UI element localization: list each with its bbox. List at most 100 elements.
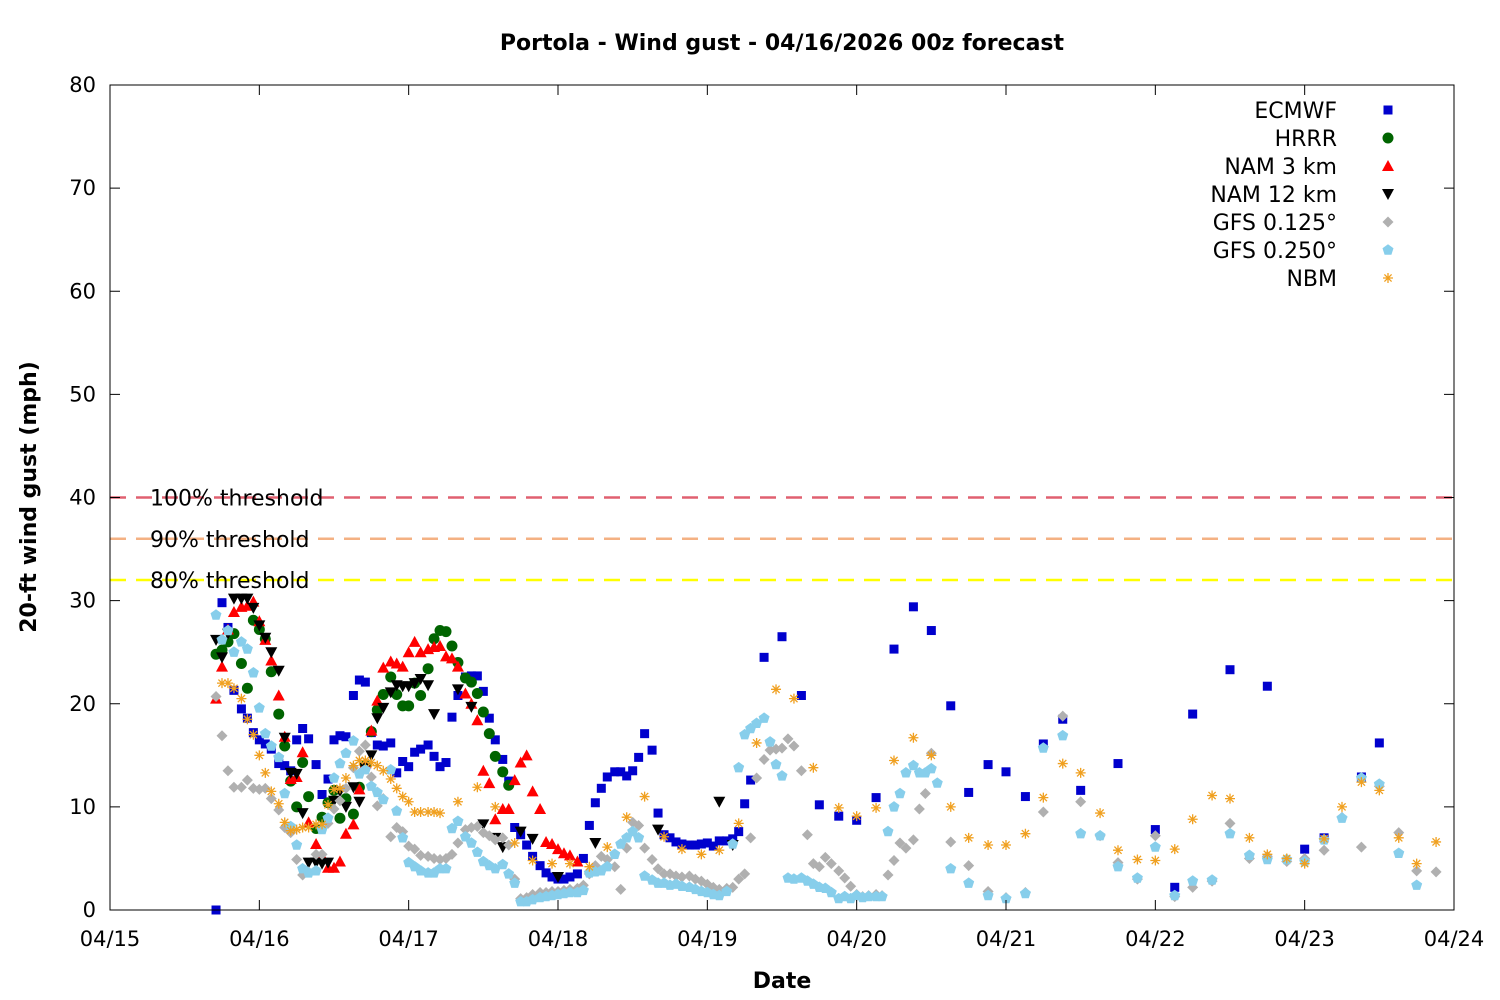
y-tick-label: 80 (69, 73, 96, 97)
point-ecmwf (392, 768, 402, 778)
point-gfs-0-250 (609, 848, 621, 859)
point-gfs-0-125 (658, 868, 670, 880)
point-nam-12-km (296, 808, 309, 820)
legend-marker-gfs-0-125 (1382, 216, 1394, 228)
point-ecmwf (280, 761, 290, 771)
point-nbm (254, 750, 265, 761)
legend-marker-gfs-0-250 (1382, 244, 1394, 255)
point-gfs-0-125 (497, 832, 509, 844)
point-gfs-0-250 (503, 868, 515, 879)
y-tick-label: 40 (69, 486, 96, 510)
point-ecmwf (740, 799, 750, 809)
point-nam-12-km (422, 680, 435, 692)
point-ecmwf (1001, 767, 1011, 777)
point-ecmwf (665, 833, 675, 843)
point-gfs-0-250 (770, 758, 782, 770)
point-ecmwf (578, 853, 588, 863)
point-gfs-0-250 (931, 777, 943, 788)
point-nbm (378, 765, 389, 776)
y-tick-label: 30 (69, 589, 96, 613)
point-gfs-0-250 (471, 846, 483, 857)
point-ecmwf (946, 701, 956, 711)
point-gfs-0-250 (1169, 889, 1181, 901)
legend-marker-hrrr (1382, 132, 1394, 144)
point-gfs-0-250 (676, 880, 688, 891)
point-nbm (788, 693, 799, 704)
point-gfs-0-250 (601, 860, 613, 872)
point-nbm (490, 801, 501, 812)
point-nbm (1393, 832, 1404, 843)
y-tick-label: 50 (69, 382, 96, 406)
point-nbm (833, 802, 844, 813)
point-gfs-0-250 (1019, 887, 1031, 899)
point-gfs-0-125 (1318, 844, 1330, 856)
point-nbm (260, 767, 271, 778)
point-nbm (403, 796, 414, 807)
point-nam-3-km (514, 756, 527, 768)
point-nam-12-km (713, 796, 726, 808)
point-nbm (983, 840, 994, 851)
point-nbm (584, 861, 595, 872)
point-nbm (285, 825, 296, 836)
x-tick-label: 04/16 (229, 927, 290, 951)
point-ecmwf (590, 798, 600, 808)
point-nam-12-km (428, 709, 441, 721)
point-nam-3-km (451, 660, 464, 672)
point-gfs-0-250 (1336, 812, 1348, 823)
point-nam-3-km (477, 764, 490, 776)
point-gfs-0-250 (359, 764, 371, 775)
point-gfs-0-125 (894, 837, 906, 849)
point-nam-3-km (377, 661, 390, 673)
point-ecmwf (559, 874, 569, 884)
point-ecmwf (311, 760, 321, 770)
point-gfs-0-125 (503, 839, 515, 851)
point-gfs-0-250 (259, 727, 271, 739)
point-ecmwf (708, 841, 718, 851)
point-nam-3-km (414, 646, 427, 658)
point-hrrr (347, 808, 359, 820)
x-tick-label: 04/17 (378, 927, 439, 951)
point-ecmwf (217, 598, 227, 608)
point-nam-3-km (520, 749, 533, 761)
point-nam-12-km (278, 732, 291, 744)
legend-marker-ecmwf (1383, 105, 1393, 115)
point-gfs-0-125 (1411, 865, 1423, 877)
point-ecmwf (634, 752, 644, 762)
point-ecmwf (647, 745, 657, 755)
point-nbm (1411, 858, 1422, 869)
point-gfs-0-125 (900, 842, 912, 854)
point-ecmwf (777, 632, 787, 642)
point-nam-12-km (589, 837, 602, 849)
point-gfs-0-250 (721, 885, 733, 897)
point-ecmwf (292, 735, 302, 745)
point-ecmwf (360, 677, 370, 687)
point-nam-12-km (290, 768, 303, 780)
point-gfs-0-250 (776, 770, 788, 781)
point-gfs-0-125 (1224, 817, 1236, 829)
point-nbm (1057, 758, 1068, 769)
point-hrrr (265, 666, 277, 678)
point-hrrr (403, 700, 415, 712)
point-gfs-0-250 (627, 825, 639, 837)
point-nam-12-km (259, 632, 272, 644)
point-ecmwf (622, 771, 632, 781)
point-ecmwf (447, 712, 457, 722)
point-nam-3-km (227, 605, 240, 617)
point-nbm (751, 737, 762, 748)
point-gfs-0-125 (1430, 866, 1442, 878)
point-gfs-0-250 (459, 831, 471, 842)
point-ecmwf (684, 840, 694, 850)
point-nam-12-km (465, 701, 478, 713)
point-gfs-0-250 (385, 764, 397, 775)
point-gfs-0-250 (1037, 742, 1049, 753)
point-nam-3-km (347, 818, 360, 830)
point-ecmwf (653, 808, 663, 818)
point-gfs-0-250 (310, 865, 322, 876)
point-nam-12-km (339, 801, 352, 813)
point-gfs-0-250 (925, 762, 937, 774)
point-nam-12-km (552, 872, 564, 883)
threshold-label-100-threshold: 100% threshold (150, 487, 324, 512)
x-tick-label: 04/18 (528, 927, 589, 951)
point-ecmwf (602, 772, 612, 782)
threshold-lines: 100% threshold 90% threshold 80% threshold (110, 487, 1454, 594)
